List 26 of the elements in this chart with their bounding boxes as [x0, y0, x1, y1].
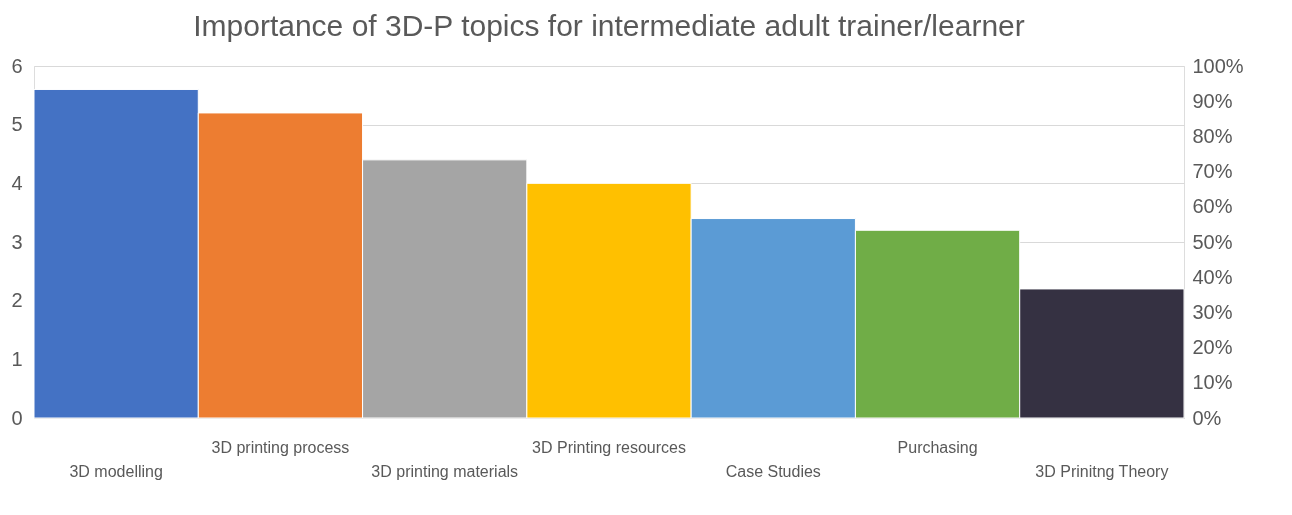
y-tick-label: 3 — [11, 230, 23, 253]
x-tick-label: 3D Printing resources — [532, 439, 686, 456]
x-tick-label: 3D printing materials — [371, 463, 519, 480]
x-tick-label: 3D Prinitng Theory — [1035, 463, 1169, 480]
y2-tick-label: 70% — [1192, 160, 1233, 183]
y2-tick-label: 80% — [1192, 124, 1233, 147]
x-tick-label: 3D printing process — [211, 439, 350, 456]
y-tick-label: 5 — [11, 113, 23, 136]
x-tick-label: Case Studies — [725, 463, 821, 480]
y-tick-label: 1 — [11, 347, 23, 370]
x-tick-label: 3D modelling — [69, 463, 163, 480]
y2-tick-label: 30% — [1192, 300, 1233, 323]
y2-tick-label: 10% — [1192, 371, 1233, 394]
x-tick-label: Purchasing — [897, 439, 978, 456]
y2-tick-label: 20% — [1192, 336, 1233, 359]
y-tick-label: 2 — [11, 289, 23, 312]
y2-tick-label: 0% — [1192, 406, 1222, 429]
y2-tick-label: 60% — [1192, 195, 1233, 218]
y-tick-label: 0 — [11, 406, 23, 429]
y-tick-label: 4 — [11, 171, 23, 194]
y2-tick-label: 90% — [1192, 89, 1233, 112]
y2-tick-label: 100% — [1192, 54, 1244, 77]
y2-tick-label: 40% — [1192, 265, 1233, 288]
y-tick-label: 6 — [11, 54, 23, 77]
chart-title: Importance of 3D-P topics for intermediate adult trainer/learner — [193, 9, 1025, 42]
y2-tick-label: 50% — [1192, 230, 1233, 253]
